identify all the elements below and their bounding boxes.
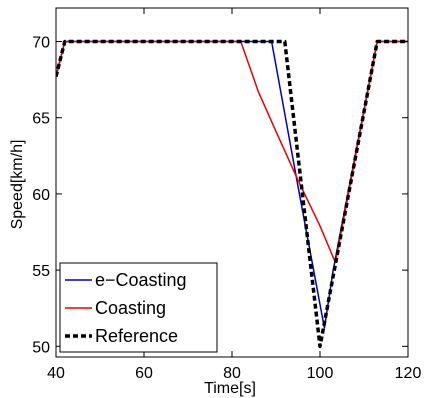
ticks-layer: 40 60 80 100 120 50 55 60 65 70 <box>32 8 421 382</box>
x-tick-label: 120 <box>395 365 422 382</box>
y-tick-label: 70 <box>32 35 50 52</box>
legend-label: Coasting <box>95 298 166 318</box>
series-layer <box>56 39 408 349</box>
legend-label: e−Coasting <box>95 270 187 290</box>
x-axis-title: Time[s] <box>204 380 256 397</box>
series-line-reference <box>56 39 408 349</box>
y-axis-title: Speed[km/h] <box>9 140 26 230</box>
legend-entries: e−Coasting Coasting Reference <box>65 270 187 346</box>
legend: e−Coasting Coasting Reference <box>59 262 218 353</box>
y-tick-label: 60 <box>32 187 50 204</box>
x-tick-label: 100 <box>307 365 334 382</box>
y-tick-label: 65 <box>32 111 50 128</box>
y-tick-label: 50 <box>32 339 50 356</box>
y-tick-label: 55 <box>32 263 50 280</box>
legend-label: Reference <box>95 326 178 346</box>
x-tick-label: 60 <box>135 365 153 382</box>
x-tick-label: 80 <box>223 365 241 382</box>
x-tick-label: 40 <box>47 365 65 382</box>
